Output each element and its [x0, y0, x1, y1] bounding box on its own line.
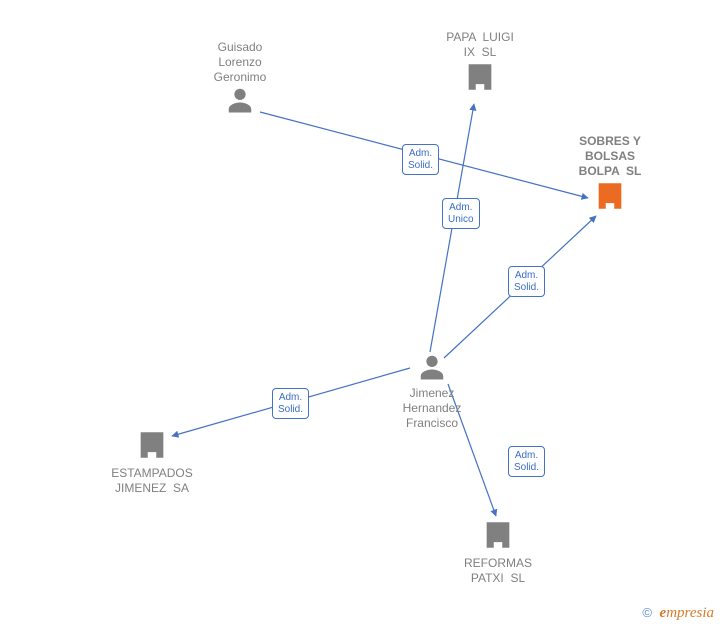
person-icon	[225, 85, 255, 119]
edge-label-jimenez-papaluigi: Adm. Unico	[442, 198, 480, 229]
building-icon	[463, 60, 497, 98]
node-label: Guisado Lorenzo Geronimo	[200, 40, 280, 85]
building-icon	[481, 518, 515, 556]
node-papaluigi[interactable]: PAPA LUIGI IX SL	[440, 30, 520, 98]
node-sobres[interactable]: SOBRES Y BOLSAS BOLPA SL	[565, 134, 655, 217]
watermark: © empresia	[642, 605, 714, 622]
copyright-symbol: ©	[642, 605, 652, 620]
edge-label-jimenez-estampados: Adm. Solid.	[272, 388, 309, 419]
node-label: Jimenez Hernandez Francisco	[392, 386, 472, 431]
building-icon	[593, 179, 627, 217]
node-label: ESTAMPADOS JIMENEZ SA	[102, 466, 202, 496]
edge-label-jimenez-reformas: Adm. Solid.	[508, 446, 545, 477]
node-guisado[interactable]: Guisado Lorenzo Geronimo	[200, 40, 280, 119]
node-label: PAPA LUIGI IX SL	[440, 30, 520, 60]
person-icon	[417, 352, 447, 386]
edges-layer	[0, 0, 728, 630]
node-label: REFORMAS PATXI SL	[456, 556, 540, 586]
edge-label-guisado-sobres: Adm. Solid.	[402, 144, 439, 175]
node-estampados[interactable]: ESTAMPADOS JIMENEZ SA	[102, 428, 202, 496]
diagram-canvas: Adm. Solid. Adm. Unico Adm. Solid. Adm. …	[0, 0, 728, 630]
node-reformas[interactable]: REFORMAS PATXI SL	[456, 518, 540, 586]
building-icon	[135, 428, 169, 466]
node-label: SOBRES Y BOLSAS BOLPA SL	[565, 134, 655, 179]
brand-name: empresia	[660, 605, 714, 621]
node-jimenez[interactable]: Jimenez Hernandez Francisco	[392, 352, 472, 431]
edge-label-jimenez-sobres: Adm. Solid.	[508, 266, 545, 297]
